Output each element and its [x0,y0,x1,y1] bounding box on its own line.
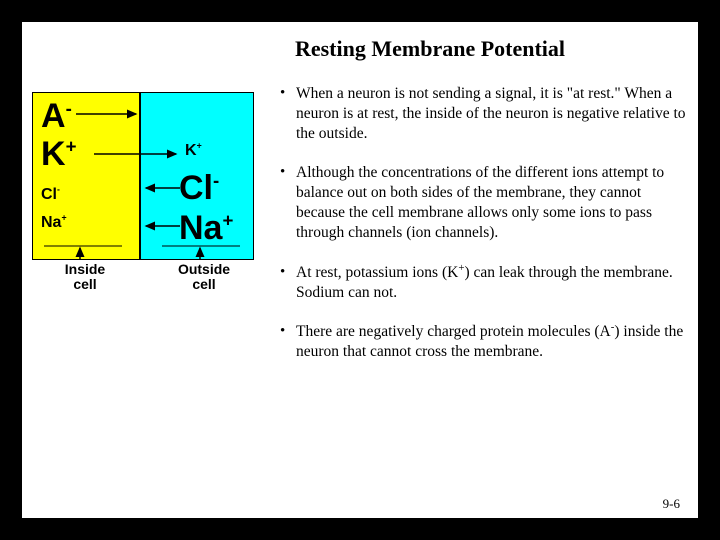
ion-diagram: A- K+ Cl- Na+ K+ Cl- Na+ [32,92,262,294]
bullet-list: When a neuron is not sending a signal, i… [278,84,688,382]
inside-cell-label: Insidecell [50,262,120,293]
page-number: 9-6 [663,496,680,512]
bullet-item: Although the concentrations of the diffe… [278,163,688,242]
bullet-item: At rest, potassium ions (K+) can leak th… [278,263,688,303]
slide-content: Resting Membrane Potential A- K+ Cl- Na+… [22,22,698,518]
bullet-item: When a neuron is not sending a signal, i… [278,84,688,143]
slide-title: Resting Membrane Potential [22,36,698,62]
outside-cell-label: Outsidecell [164,262,244,293]
bullet-item: There are negatively charged protein mol… [278,322,688,362]
